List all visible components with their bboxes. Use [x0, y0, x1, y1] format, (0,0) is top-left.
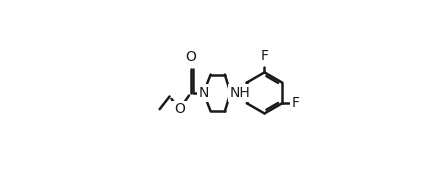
Text: N: N	[198, 86, 209, 100]
Text: O: O	[185, 50, 196, 64]
Text: F: F	[291, 96, 299, 110]
Text: NH: NH	[230, 86, 251, 100]
Text: F: F	[260, 49, 269, 63]
Text: O: O	[174, 102, 185, 116]
